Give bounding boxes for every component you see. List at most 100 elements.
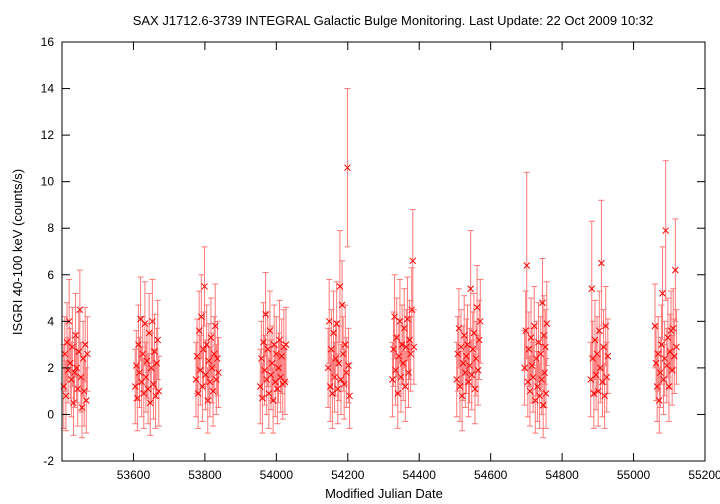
data-point <box>143 357 151 365</box>
data-point <box>324 364 332 372</box>
y-tick-label: -2 <box>43 454 54 468</box>
data-point <box>528 362 536 369</box>
data-point-cross-b <box>134 394 141 402</box>
data-point <box>195 327 203 334</box>
data-point <box>269 397 277 404</box>
data-point-cross-b <box>63 338 71 346</box>
data-point-cross-b <box>256 383 264 390</box>
y-tick-label: 14 <box>41 82 55 96</box>
data-point <box>397 373 405 381</box>
data-point <box>539 401 547 409</box>
data-point-cross-b <box>458 392 466 400</box>
data-point <box>541 343 549 351</box>
data-point-cross-b <box>192 376 200 383</box>
data-point <box>73 364 80 372</box>
data-point-cross-b <box>466 362 473 369</box>
data-point-cross-b <box>601 392 608 400</box>
data-point <box>529 373 537 381</box>
data-point-cross-b <box>389 376 396 383</box>
data-point <box>652 359 660 367</box>
data-point <box>457 343 465 351</box>
data-point-cross-b <box>268 359 276 367</box>
data-point <box>153 359 161 367</box>
data-point <box>601 392 608 400</box>
data-point-cross-b <box>406 336 413 344</box>
x-tick-label: 55000 <box>617 468 651 482</box>
data-point-cross-b <box>145 329 153 337</box>
data-point <box>407 350 415 358</box>
data-point <box>467 285 475 293</box>
data-point <box>265 390 273 397</box>
data-point-cross-b <box>329 390 336 397</box>
data-point <box>142 373 150 381</box>
data-point <box>653 383 661 390</box>
data-point <box>406 336 413 344</box>
data-point <box>262 310 269 318</box>
data-point <box>267 371 275 379</box>
data-point <box>331 373 338 381</box>
data-point <box>543 320 551 328</box>
data-point-cross-b <box>591 336 599 344</box>
data-point <box>199 383 206 390</box>
data-point <box>398 341 406 348</box>
data-point <box>476 317 484 325</box>
data-point <box>339 350 347 358</box>
data-point-cross-b <box>336 283 344 290</box>
x-tick-label: 53600 <box>117 468 151 482</box>
data-point-cross-b <box>407 350 415 358</box>
data-point <box>521 364 528 372</box>
data-point <box>78 404 86 411</box>
data-point-cross-b <box>661 355 668 362</box>
data-point <box>134 394 141 402</box>
data-point-cross-b <box>535 338 542 346</box>
x-tick-label: 54200 <box>331 468 365 482</box>
data-point-cross-b <box>153 359 161 367</box>
data-point-cross-b <box>662 227 670 234</box>
data-point <box>281 378 289 386</box>
y-tick-label: 8 <box>47 221 54 235</box>
data-point-cross-b <box>398 341 406 348</box>
data-point <box>257 355 265 362</box>
data-point <box>456 383 464 390</box>
data-point-cross-b <box>476 317 484 325</box>
data-point-cross-b <box>335 359 343 367</box>
data-point <box>272 350 280 358</box>
y-axis-ticks: -2 0 2 4 6 8 10 12 14 16 <box>41 35 705 468</box>
x-tick-label: 53800 <box>188 468 222 482</box>
data-point <box>401 383 409 390</box>
data-point <box>326 383 334 390</box>
data-point <box>196 366 204 374</box>
data-point <box>661 355 668 362</box>
data-point <box>541 369 548 376</box>
data-point <box>393 334 401 341</box>
data-point-cross-b <box>334 385 342 393</box>
data-point-cross-b <box>131 383 139 390</box>
data-point <box>522 327 530 334</box>
data-point <box>668 366 676 374</box>
data-point-cross-b <box>603 373 611 381</box>
data-point <box>458 392 466 400</box>
data-point-cross-b <box>143 357 151 365</box>
data-point-cross-b <box>202 371 209 379</box>
data-point-cross-b <box>346 392 353 400</box>
data-point-cross-b <box>595 327 603 334</box>
data-point <box>539 299 546 307</box>
data-point-cross-b <box>324 364 332 372</box>
data-point <box>535 338 542 346</box>
data-point-cross-b <box>469 345 477 353</box>
data-point-cross-b <box>151 348 158 355</box>
data-point <box>144 385 152 393</box>
data-point <box>594 387 602 395</box>
data-point-cross-b <box>135 341 142 348</box>
data-point-cross-b <box>332 355 339 362</box>
data-point-cross-b <box>341 341 349 348</box>
data-point <box>660 376 667 383</box>
data-point <box>474 366 482 374</box>
data-point-cross-b <box>208 364 216 372</box>
data-point-cross-b <box>454 350 462 358</box>
data-point <box>131 383 139 390</box>
data-point <box>345 362 352 369</box>
data-point-cross-b <box>459 359 467 367</box>
data-point <box>470 329 478 337</box>
data-point-cross-b <box>132 362 140 369</box>
